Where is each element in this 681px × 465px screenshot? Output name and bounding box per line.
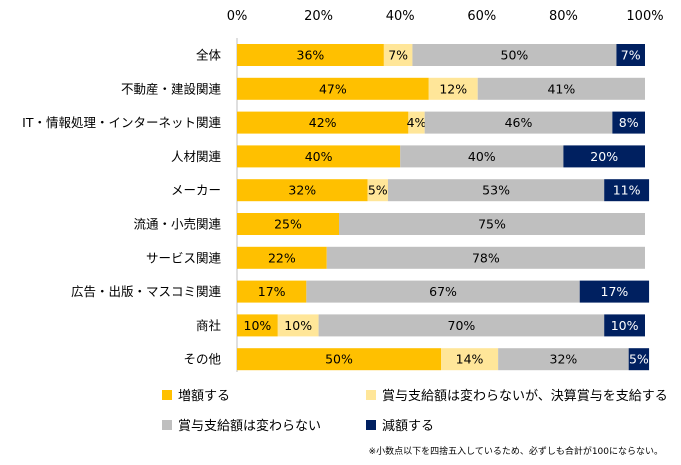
- data-label: 36%: [297, 48, 325, 63]
- bar-segment: [318, 314, 605, 337]
- category-label: その他: [183, 352, 221, 367]
- legend-swatch-decrease: [366, 419, 376, 430]
- data-label: 50%: [325, 352, 353, 367]
- bar-segment: [277, 314, 319, 337]
- bar-segment: [237, 111, 409, 134]
- data-label: 10%: [244, 318, 272, 333]
- bar-segment: [237, 280, 307, 303]
- bar-segment: [498, 348, 629, 371]
- bar-segment: [237, 145, 401, 168]
- data-label: 70%: [448, 318, 476, 333]
- data-label: 12%: [439, 81, 467, 96]
- category-label: 流通・小売関連: [133, 217, 221, 232]
- legend-label-settlement-bonus: 賞与支給額は変わらないが、決算賞与を支給する: [382, 389, 668, 404]
- bar-segment: [237, 314, 278, 337]
- data-label: 17%: [601, 284, 629, 299]
- x-tick-label: 100%: [626, 9, 663, 24]
- data-label: 10%: [284, 318, 312, 333]
- legend-item-settlement-bonus: 賞与支給額は変わらないが、決算賞与を支給する: [366, 385, 668, 404]
- data-label: 50%: [501, 48, 529, 63]
- data-label: 47%: [319, 81, 347, 96]
- legend-label-increase: 増額する: [178, 389, 231, 404]
- data-label: 41%: [547, 81, 575, 96]
- x-tick-label: 20%: [304, 9, 333, 24]
- footnote: ※小数点以下を四捨五入しているため、必ずしも合計が100にならない。: [368, 447, 663, 457]
- bar-segment: [306, 280, 580, 303]
- category-label: IT・情報処理・インターネット関連: [22, 115, 221, 130]
- bar-segment: [237, 348, 441, 371]
- bar-segment: [604, 314, 645, 337]
- bar-segment: [428, 77, 478, 100]
- legend-item-increase: 増額する: [162, 385, 230, 404]
- data-label: 11%: [613, 183, 641, 198]
- data-label: 40%: [468, 149, 496, 164]
- bar-segment: [326, 246, 645, 269]
- bar-segment: [237, 44, 384, 66]
- data-label: 5%: [629, 352, 649, 367]
- legend-swatch-settlement-bonus: [366, 389, 376, 400]
- data-label: 5%: [368, 183, 388, 198]
- data-label: 75%: [478, 217, 506, 232]
- bar-segment: [441, 348, 499, 371]
- bar-segment: [237, 179, 368, 202]
- data-label: 14%: [456, 352, 484, 367]
- data-label: 32%: [550, 352, 578, 367]
- x-tick-label: 40%: [386, 9, 415, 24]
- category-label: サービス関連: [146, 250, 222, 265]
- stacked-bar-chart: 0% 20% 40% 60% 80% 100% 全体 36% 7% 50% 7% 不動産・建設関連 47…: [22, 9, 664, 372]
- x-tick-label: 80%: [549, 9, 578, 24]
- legend-item-decrease: 減額する: [366, 415, 434, 434]
- legend-item-unchanged: 賞与支給額は変わらない: [162, 415, 321, 434]
- category-label: 人材関連: [171, 149, 222, 164]
- bar-segment: [612, 111, 645, 134]
- data-label: 40%: [305, 149, 333, 164]
- data-label: 17%: [258, 284, 286, 299]
- data-label: 78%: [472, 250, 500, 265]
- x-tick-label: 60%: [467, 9, 496, 24]
- category-label: 全体: [196, 48, 222, 63]
- data-label: 32%: [288, 183, 316, 198]
- bar-segment: [628, 348, 650, 371]
- legend-swatch-unchanged: [162, 419, 172, 430]
- bar-segment: [616, 44, 645, 66]
- bar-segment: [477, 77, 645, 100]
- legend-label-unchanged: 賞与支給額は変わらない: [178, 419, 322, 434]
- bar-segment: [237, 246, 327, 269]
- data-label: 46%: [505, 115, 533, 130]
- bar-segment: [237, 213, 339, 235]
- data-label: 22%: [268, 250, 296, 265]
- data-label: 8%: [619, 115, 639, 130]
- x-tick-label: 0%: [227, 9, 248, 24]
- legend-label-decrease: 減額する: [382, 419, 435, 434]
- data-label: 67%: [429, 284, 457, 299]
- bar-segment: [400, 145, 564, 168]
- category-label: メーカー: [171, 183, 221, 198]
- bar-segment: [604, 179, 650, 202]
- bar-segment: [387, 179, 605, 202]
- category-label: 広告・出版・マスコミ関連: [71, 284, 222, 299]
- bar-segment: [424, 111, 613, 134]
- data-label: 42%: [309, 115, 337, 130]
- data-label: 10%: [611, 318, 639, 333]
- bar-segment: [339, 213, 645, 235]
- legend-swatch-increase: [162, 389, 172, 400]
- category-label: 不動産・建設関連: [121, 81, 222, 96]
- category-label: 商社: [196, 318, 221, 333]
- data-label: 7%: [621, 48, 641, 63]
- data-label: 4%: [407, 115, 427, 130]
- bar-segment: [579, 280, 650, 303]
- bar-segment: [367, 179, 388, 202]
- bar-segment: [563, 145, 645, 168]
- bar-segment: [383, 44, 413, 66]
- bar-segment: [237, 77, 429, 100]
- data-label: 53%: [482, 183, 510, 198]
- data-label: 7%: [388, 48, 408, 63]
- bar-segment: [408, 111, 425, 134]
- data-label: 20%: [590, 149, 618, 164]
- data-label: 25%: [274, 217, 302, 232]
- bar-segment: [412, 44, 617, 66]
